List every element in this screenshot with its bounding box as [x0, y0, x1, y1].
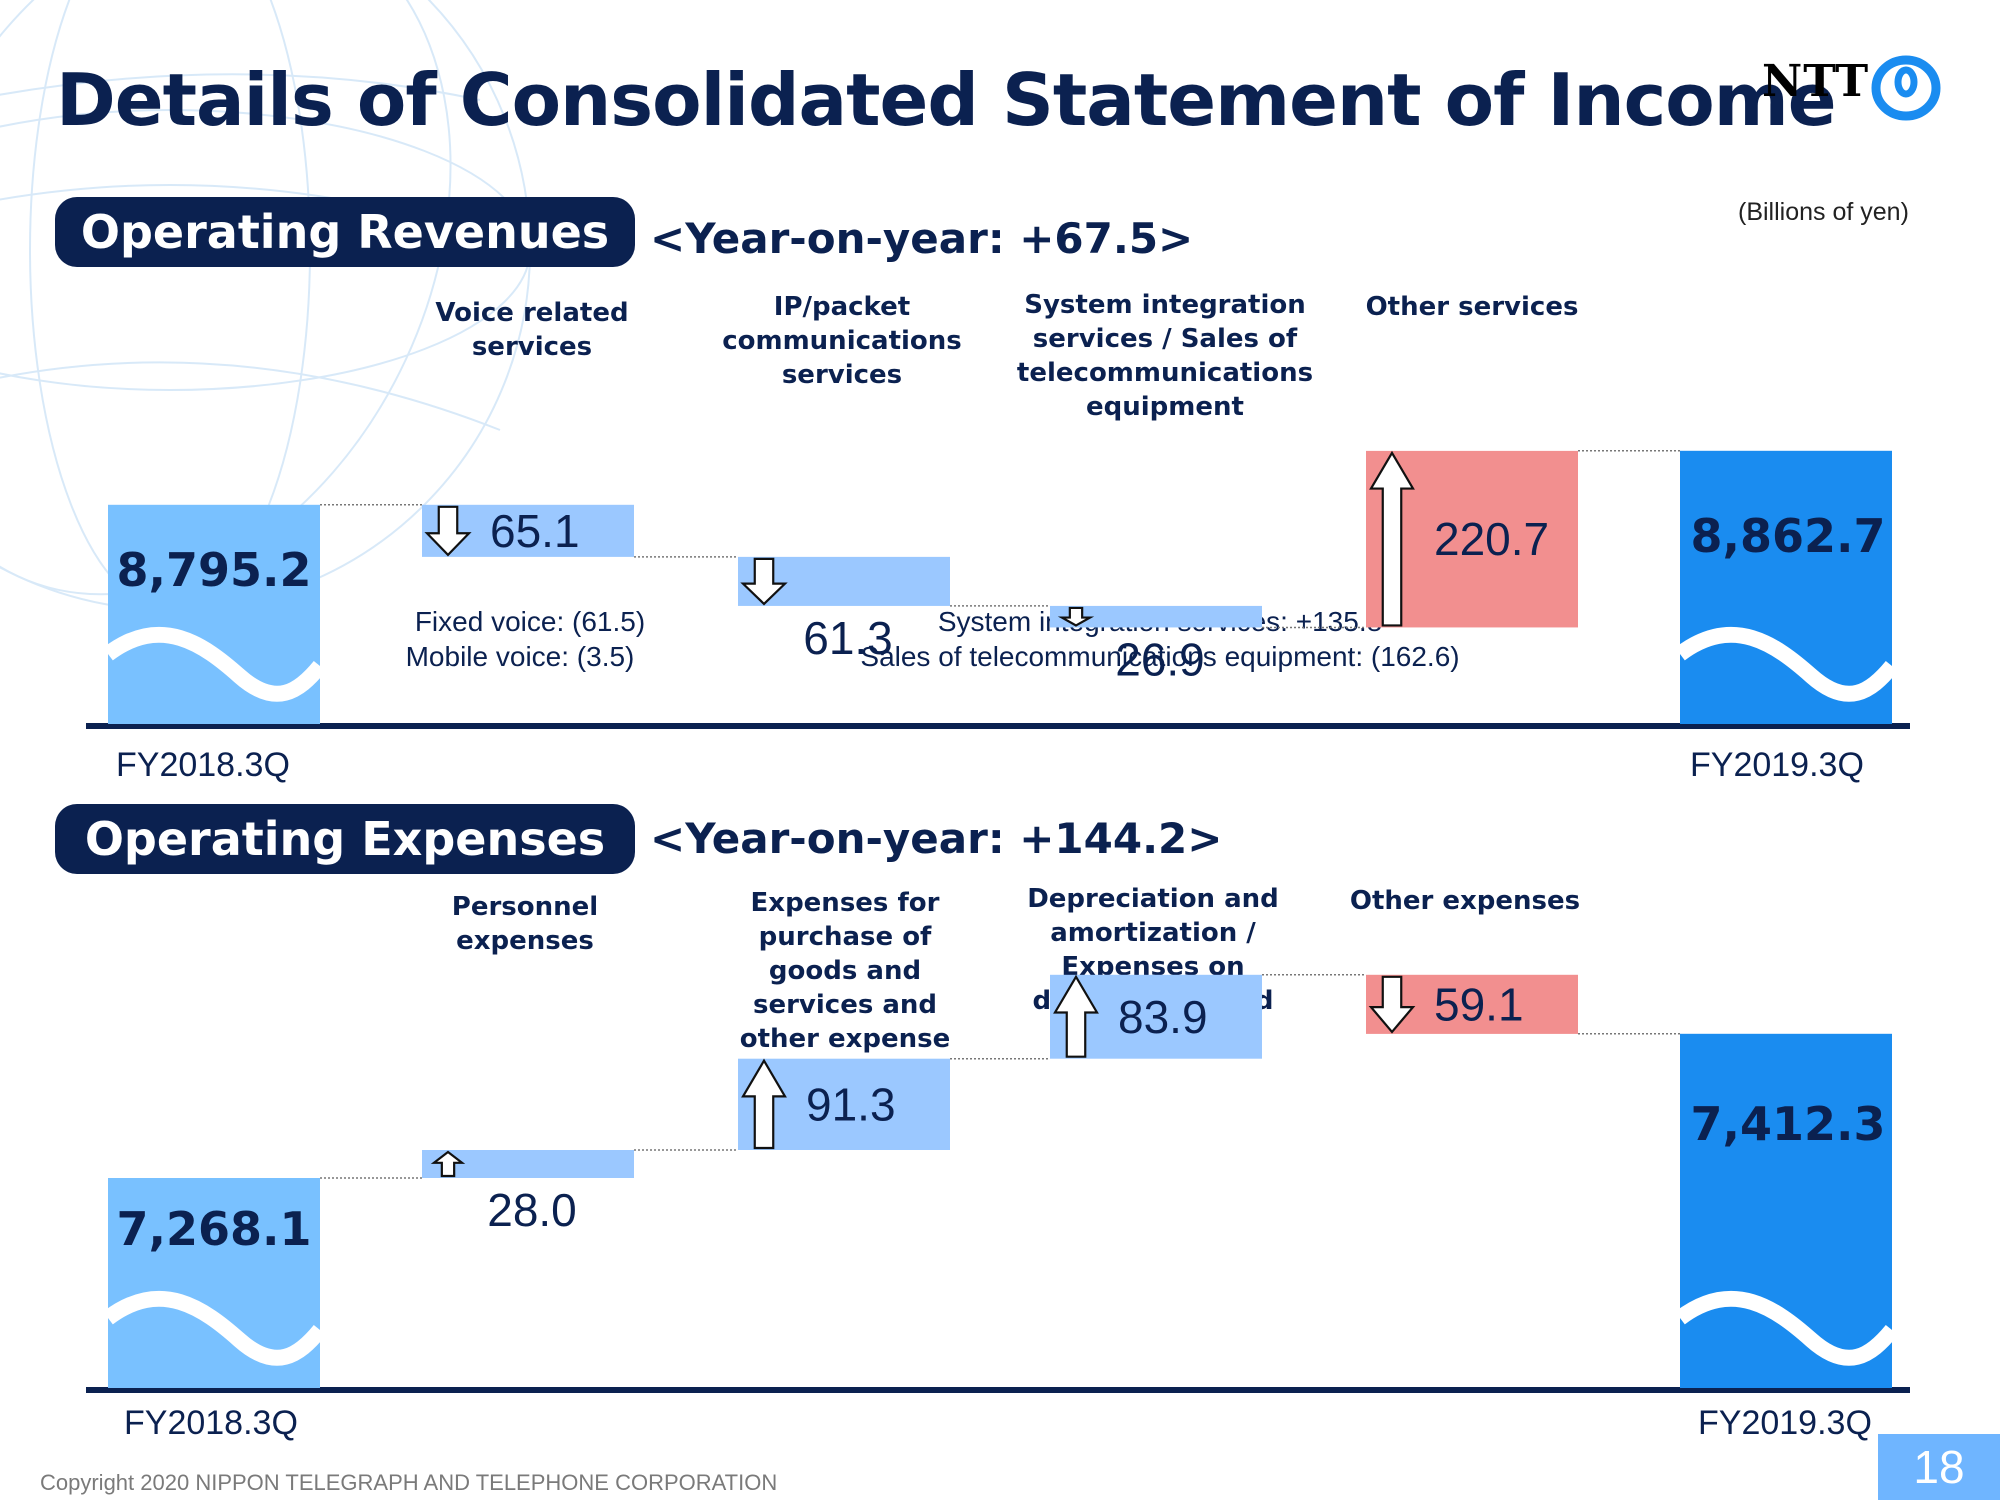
revenues-step-arrow-4-up-icon [1369, 450, 1415, 627]
revenues-heading: Operating Revenues [55, 197, 635, 267]
revenues-step-arrow-1-down-icon [424, 505, 472, 557]
revenues-yoy: <Year-on-year: +67.5> [650, 214, 1194, 263]
expenses-category-other: Other expenses [1349, 886, 1581, 916]
revenues-note-fixed-voice: Fixed voice: (61.5) [414, 606, 646, 637]
revenues-start-value: 8,795.2 [117, 543, 312, 597]
page-number: 18 [1878, 1434, 2000, 1500]
revenues-step-value-1: 65.1 [490, 505, 580, 557]
units-label: (Billions of yen) [1738, 198, 1909, 226]
expenses-step-bar-1 [422, 1150, 634, 1178]
page-title: Details of Consolidated Statement of Inc… [56, 58, 1837, 142]
expenses-end-wave [1675, 1290, 1899, 1366]
expenses-step-value-1: 28.0 [487, 1184, 577, 1236]
revenues-step-value-3: 26.9 [1115, 633, 1205, 685]
expenses-step-arrow-4-down-icon [1368, 975, 1416, 1034]
revenues-category-other: Other services [1365, 292, 1579, 322]
revenues-end-wave [1675, 626, 1899, 702]
expenses-start-wave [103, 1290, 327, 1366]
revenues-note-telecom-equipment: Sales of telecommunications equipment: (… [860, 641, 1460, 672]
expenses-start-value: 7,268.1 [117, 1202, 312, 1256]
revenues-step-arrow-2-down-icon [740, 557, 788, 606]
revenues-step-bar-3 [1050, 605, 1262, 628]
revenues-start-period: FY2018.3Q [116, 746, 290, 784]
ntt-logo-text: NTT [1762, 56, 1870, 107]
expenses-end-value: 7,412.3 [1691, 1097, 1886, 1151]
expenses-step-arrow-2-up-icon [741, 1058, 787, 1150]
expenses-step-value-2: 91.3 [806, 1078, 896, 1130]
ntt-ring-logo-icon [1871, 55, 1941, 121]
expenses-heading: Operating Expenses [55, 804, 635, 874]
revenues-end-period: FY2019.3Q [1690, 746, 1864, 784]
expenses-end-period: FY2019.3Q [1698, 1404, 1872, 1442]
revenues-end-bar [1680, 450, 1892, 724]
expenses-step-arrow-3-up-icon [1053, 974, 1099, 1058]
copyright-footer: Copyright 2020 NIPPON TELEGRAPH AND TELE… [40, 1470, 778, 1495]
revenues-step-value-4: 220.7 [1434, 513, 1549, 565]
revenues-end-value: 8,862.7 [1691, 509, 1886, 563]
revenues-category-voice: Voice related services [435, 298, 629, 362]
expenses-step-arrow-1-up-icon [430, 1150, 466, 1178]
expenses-start-period: FY2018.3Q [124, 1404, 298, 1442]
expenses-yoy: <Year-on-year: +144.2> [650, 814, 1223, 863]
revenues-step-arrow-3-down-icon [1057, 606, 1095, 627]
expenses-end-bar [1680, 1033, 1892, 1388]
revenues-step-value-2: 61.3 [803, 612, 893, 664]
revenues-start-wave [103, 626, 327, 702]
expenses-category-personnel: Personnel expenses [451, 892, 599, 956]
expenses-category-purchase: Expenses for purchase of goods and servi… [739, 888, 951, 1054]
expenses-step-value-4: 59.1 [1434, 978, 1524, 1030]
revenues-category-ip-packet: IP/packet communications services [722, 292, 962, 390]
revenues-note-mobile-voice: Mobile voice: (3.5) [405, 641, 635, 672]
expenses-step-value-3: 83.9 [1118, 991, 1208, 1043]
revenues-category-system-integration: System integration services / Sales of t… [1016, 290, 1314, 422]
